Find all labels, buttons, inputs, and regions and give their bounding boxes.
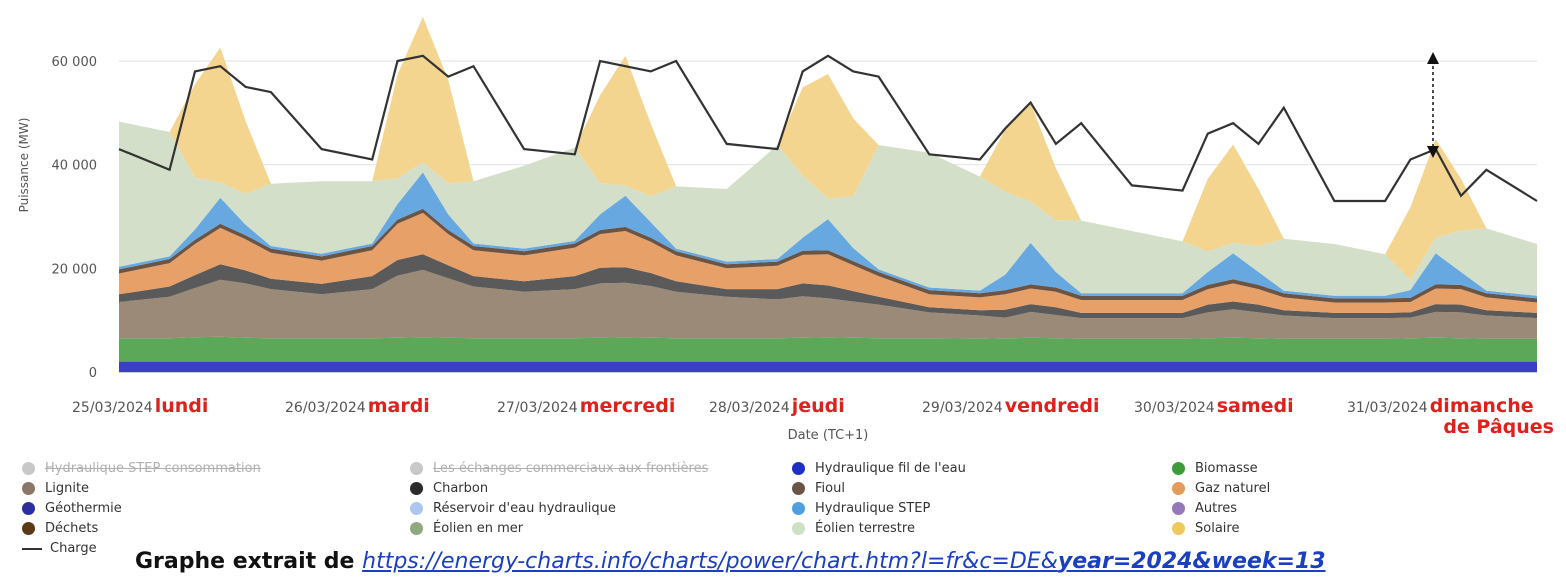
legend-item[interactable]: Les échanges commerciaux aux frontières bbox=[410, 461, 708, 476]
legend-label: Lignite bbox=[45, 481, 90, 496]
legend-swatch bbox=[410, 502, 423, 515]
legend-item[interactable]: Fioul bbox=[792, 481, 845, 496]
legend-label: Charge bbox=[50, 541, 97, 556]
x-date-label: 27/03/2024 bbox=[497, 400, 578, 416]
source-link[interactable]: https://energy-charts.info/charts/power/… bbox=[362, 549, 1325, 574]
legend-label: Éolien terrestre bbox=[815, 521, 915, 536]
legend-swatch bbox=[1172, 482, 1185, 495]
legend-label: Biomasse bbox=[1195, 461, 1258, 476]
legend-swatch bbox=[22, 482, 35, 495]
y-tick-label: 20 000 bbox=[52, 262, 98, 277]
y-axis: 0 20 000 40 000 60 000 bbox=[52, 55, 98, 381]
arrow-head-up bbox=[1427, 52, 1439, 64]
legend-label: Éolien en mer bbox=[433, 521, 524, 536]
legend-item[interactable]: Géothermie bbox=[22, 501, 122, 516]
x-day-label-2: de Pâques bbox=[1443, 416, 1554, 438]
legend-label: Solaire bbox=[1195, 521, 1240, 536]
area-hydraulique-step bbox=[119, 172, 1537, 299]
legend-label: Hydraulique STEP bbox=[815, 501, 931, 516]
x-date-label: 30/03/2024 bbox=[1134, 400, 1215, 416]
legend-item[interactable]: Déchets bbox=[22, 521, 98, 536]
area-solaire bbox=[119, 16, 1537, 280]
legend-label: Charbon bbox=[433, 481, 489, 496]
legend-swatch bbox=[410, 462, 423, 475]
charge-line bbox=[118, 54, 1538, 203]
legend-item[interactable]: Éolien terrestre bbox=[792, 521, 915, 536]
legend-label: Déchets bbox=[45, 521, 99, 536]
area-charbon bbox=[119, 254, 1537, 319]
source-prefix: Graphe extrait de bbox=[135, 549, 355, 574]
legend-swatch bbox=[1172, 522, 1185, 535]
charge-series-line bbox=[118, 54, 1538, 203]
legend-label: Autres bbox=[1195, 501, 1238, 516]
x-day-label: mercredi bbox=[580, 395, 676, 417]
stacked-areas bbox=[119, 16, 1537, 372]
legend-item[interactable]: Hydraulique STEP bbox=[792, 501, 930, 516]
legend-swatch bbox=[22, 502, 35, 515]
source-url-bold: year=2024&week=13 bbox=[1057, 549, 1326, 574]
x-day-label: mardi bbox=[368, 395, 430, 417]
legend-swatch bbox=[410, 482, 423, 495]
legend-swatch bbox=[22, 462, 35, 475]
legend-item[interactable]: Autres bbox=[1172, 501, 1237, 516]
x-axis-label: Date (TC+1) bbox=[788, 428, 869, 443]
area-lignite bbox=[119, 269, 1537, 339]
legend-item[interactable]: Éolien en mer bbox=[410, 521, 523, 536]
source-url-start: https://energy-charts.info/charts/power/… bbox=[362, 549, 1058, 574]
x-day-label: vendredi bbox=[1005, 395, 1100, 417]
legend-swatch bbox=[792, 462, 805, 475]
x-date-label: 31/03/2024 bbox=[1347, 400, 1428, 416]
y-tick-label: 60 000 bbox=[52, 55, 98, 70]
legend-item[interactable]: Biomasse bbox=[1172, 461, 1258, 476]
area-g-othermie bbox=[119, 361, 1537, 372]
x-day-label: dimanche bbox=[1430, 395, 1534, 417]
legend-label: Gaz naturel bbox=[1195, 481, 1271, 496]
legend-swatch bbox=[410, 522, 423, 535]
area-gaz-naturel bbox=[119, 212, 1537, 313]
legend-swatch bbox=[22, 547, 42, 550]
source-caption: Graphe extrait de https://energy-charts.… bbox=[135, 549, 1326, 574]
y-tick-label: 0 bbox=[89, 366, 97, 381]
legend-item[interactable]: Charbon bbox=[410, 481, 488, 496]
legend-label: Fioul bbox=[815, 481, 845, 496]
legend-label: Hydraulique STEP consommation bbox=[45, 461, 261, 476]
legend-label: Réservoir d'eau hydraulique bbox=[433, 501, 616, 516]
legend-item[interactable]: Réservoir d'eau hydraulique bbox=[410, 501, 616, 516]
arrow-head-down bbox=[1427, 146, 1439, 158]
annotation-arrow bbox=[1427, 52, 1439, 158]
legend-item[interactable]: Gaz naturel bbox=[1172, 481, 1270, 496]
legend-swatch bbox=[792, 522, 805, 535]
y-tick-label: 40 000 bbox=[52, 159, 98, 174]
x-date-label: 29/03/2024 bbox=[922, 400, 1003, 416]
legend-swatch bbox=[792, 502, 805, 515]
x-date-label: 25/03/2024 bbox=[72, 400, 153, 416]
x-axis: 25/03/2024 lundi 26/03/2024 mardi 27/03/2024… bbox=[72, 395, 1554, 438]
legend-swatch bbox=[1172, 462, 1185, 475]
y-axis-label: Puissance (MW) bbox=[17, 118, 31, 213]
legend-item[interactable]: Hydraulique STEP consommation bbox=[22, 461, 261, 476]
legend-swatch bbox=[1172, 502, 1185, 515]
x-date-label: 28/03/2024 bbox=[709, 400, 790, 416]
legend-swatch bbox=[792, 482, 805, 495]
x-day-label: samedi bbox=[1217, 395, 1294, 417]
legend-label: Hydraulique fil de l'eau bbox=[815, 461, 966, 476]
legend-item[interactable]: Solaire bbox=[1172, 521, 1239, 536]
legend-label: Géothermie bbox=[45, 501, 122, 516]
legend-item[interactable]: Hydraulique fil de l'eau bbox=[792, 461, 966, 476]
legend-item[interactable]: Lignite bbox=[22, 481, 89, 496]
legend-label: Les échanges commerciaux aux frontières bbox=[433, 461, 709, 476]
x-day-label: lundi bbox=[155, 395, 209, 417]
area-biomasse bbox=[119, 336, 1537, 362]
x-date-label: 26/03/2024 bbox=[285, 400, 366, 416]
x-day-label: jeudi bbox=[791, 395, 845, 417]
area--olien-terrestre bbox=[119, 121, 1537, 296]
legend-swatch bbox=[22, 522, 35, 535]
legend-item[interactable]: Charge bbox=[22, 541, 97, 556]
